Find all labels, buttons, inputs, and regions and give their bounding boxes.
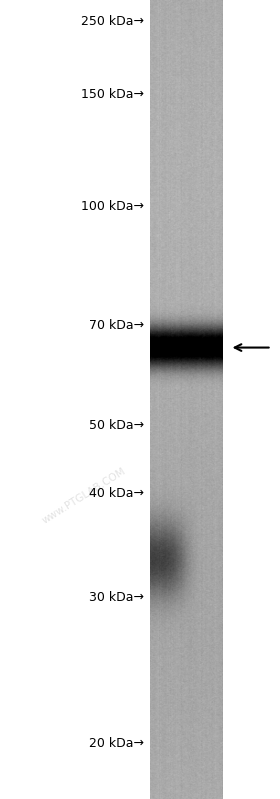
Text: 20 kDa→: 20 kDa→ [89, 737, 144, 749]
Text: 100 kDa→: 100 kDa→ [81, 200, 144, 213]
Text: www.PTGLAB.COM: www.PTGLAB.COM [40, 466, 128, 525]
Text: 30 kDa→: 30 kDa→ [89, 591, 144, 604]
Text: 50 kDa→: 50 kDa→ [89, 419, 144, 432]
Text: 150 kDa→: 150 kDa→ [81, 88, 144, 101]
Text: 250 kDa→: 250 kDa→ [81, 15, 144, 28]
Text: 40 kDa→: 40 kDa→ [89, 487, 144, 500]
Text: 70 kDa→: 70 kDa→ [89, 320, 144, 332]
